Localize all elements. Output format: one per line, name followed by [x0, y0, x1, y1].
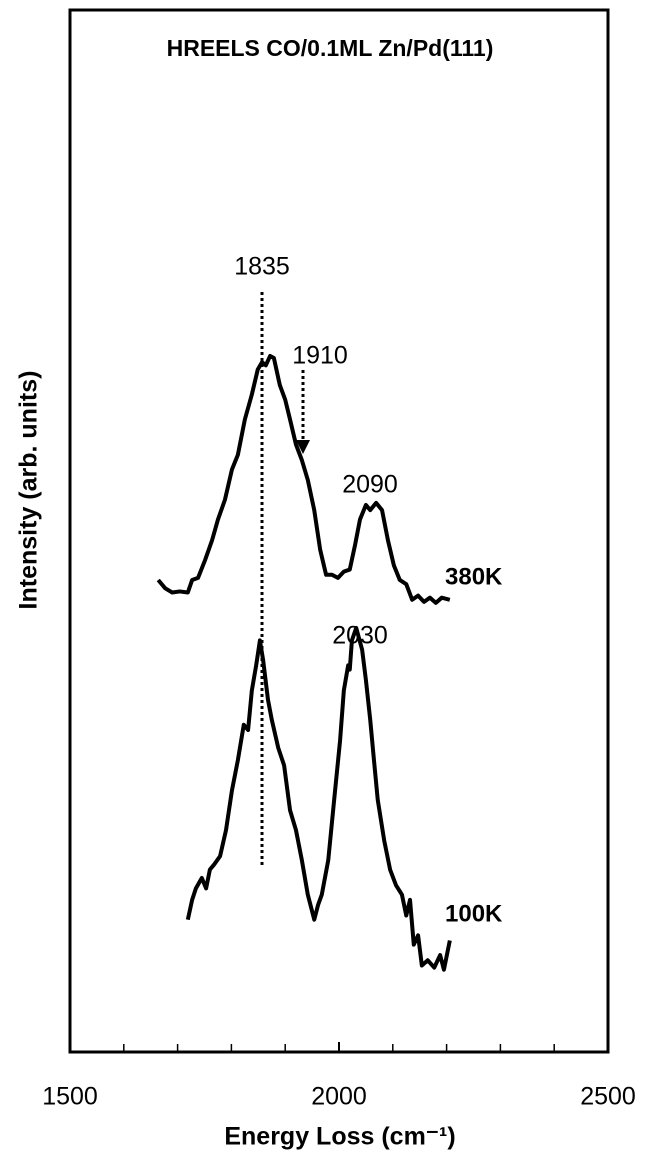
x-axis-label: Energy Loss (cm⁻¹): [224, 1123, 455, 1151]
arrow-head: [296, 440, 310, 454]
data-line: [156, 353, 451, 605]
y-axis-label: Intensity (arb. units): [15, 371, 43, 610]
annotation: 2090: [342, 471, 398, 499]
data-line: [185, 625, 452, 972]
annotation: 1910: [292, 342, 348, 370]
chart-title: HREELS CO/0.1ML Zn/Pd(111): [167, 35, 494, 61]
x-tick-label: 2000: [311, 1083, 367, 1111]
annotation: 1835: [234, 253, 290, 281]
x-tick-label: 1500: [42, 1083, 98, 1111]
series-label: 380K: [445, 563, 503, 590]
plot-frame: [68, 8, 610, 1054]
x-tick-label: 2500: [580, 1083, 636, 1111]
series-label: 100K: [445, 900, 503, 927]
